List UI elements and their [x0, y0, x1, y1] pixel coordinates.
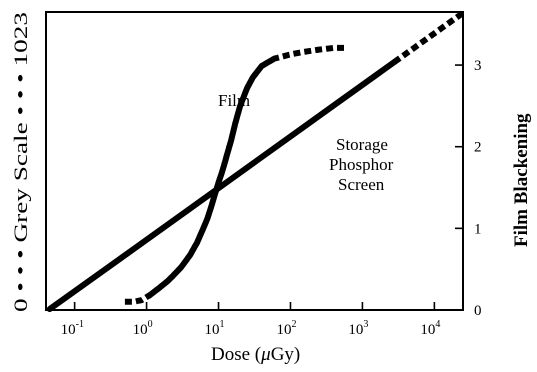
x-axis-title-mu: μ	[260, 344, 271, 365]
x-axis-title-suffix: Gy)	[271, 344, 301, 365]
right-axis-title: Film Blackening	[511, 113, 532, 247]
axis-ticks	[73, 64, 463, 311]
right-tick-label-0: 0	[474, 303, 482, 319]
storage-label: Storage	[336, 135, 388, 154]
right-tick-label-3: 3	[474, 58, 482, 74]
series-film-line-2	[270, 44, 348, 63]
series-layer	[46, 10, 465, 313]
series-film-line-0	[123, 292, 152, 305]
label-layer: 10-1 100 101 102 103 104 0 1 2 3	[61, 58, 482, 338]
screen-label: Screen	[338, 175, 385, 194]
x-tick-label-3: 102	[276, 319, 296, 338]
right-tick-label-1: 1	[474, 221, 482, 237]
plot-frame	[45, 11, 464, 311]
phosphor-label: Phosphor	[329, 155, 394, 174]
series-film-line-1	[146, 56, 276, 299]
x-tick-label-1: 100	[133, 319, 153, 338]
x-axis-title: Dose (μGy)	[211, 344, 300, 365]
x-tick-label-0: 10-1	[61, 319, 84, 338]
x-tick-label-2: 101	[205, 319, 225, 338]
plot-border	[45, 11, 464, 311]
x-axis-title-prefix: Dose (	[211, 344, 261, 365]
left-axis-title: 0 • • • Grey Scale • • • 1023	[11, 12, 32, 312]
series-storage-phosphor-screen-line-2	[392, 10, 465, 65]
series-storage-phosphor-screen-line-1	[46, 59, 398, 313]
x-tick-label-4: 103	[348, 319, 368, 338]
right-tick-label-2: 2	[474, 140, 482, 156]
x-tick-label-5: 104	[420, 319, 440, 338]
film-label: Film	[218, 91, 250, 110]
